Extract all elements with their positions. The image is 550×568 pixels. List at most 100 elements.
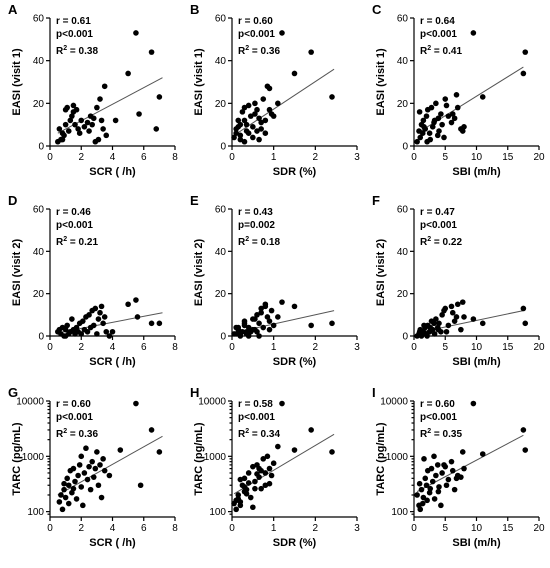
scatter-panel-g: G 0 2 4 6 8 100 1000 10000 SCR ( /h) TARC (pg/mL) r… [8, 385, 178, 549]
y-tick-label: 40 [33, 56, 45, 67]
y-tick-label: 20 [215, 289, 227, 300]
x-axis-label: SCR ( /h) [89, 356, 136, 368]
data-point [237, 502, 244, 509]
panel-label: A [8, 2, 18, 17]
x-axis-label: SBI (m/h) [452, 537, 501, 549]
data-point [233, 506, 239, 513]
data-point [520, 70, 527, 77]
y-tick-label: 0 [220, 142, 226, 153]
x-tick-label: 2 [313, 523, 319, 534]
stat-r-squared: R2 = 0.38 [56, 45, 98, 57]
data-point [308, 427, 314, 433]
data-point [291, 447, 298, 453]
data-point [103, 328, 110, 335]
data-point [421, 322, 427, 329]
stat-r: r = 0.46 [56, 207, 91, 218]
y-tick-label: 0 [38, 332, 44, 343]
data-point [247, 494, 254, 501]
data-point [421, 124, 427, 130]
x-axis-label: SBI (m/h) [452, 356, 501, 368]
stat-r: r = 0.61 [56, 16, 91, 27]
data-point [97, 309, 103, 316]
data-point [258, 119, 264, 126]
data-point [235, 496, 242, 502]
data-point [416, 109, 423, 115]
data-point [256, 320, 262, 327]
data-point [136, 111, 142, 117]
y-tick-label: 0 [402, 332, 408, 343]
stat-p: p<0.001 [238, 412, 275, 423]
data-point [443, 482, 450, 489]
panel-label: B [190, 2, 199, 17]
data-point [65, 128, 72, 134]
y-tick-label: 100 [391, 507, 408, 518]
data-point [470, 30, 477, 36]
stat-p: p<0.001 [238, 29, 275, 40]
y-tick-label: 60 [33, 14, 45, 25]
y-axis-label: TARC (pg/mL) [11, 422, 23, 495]
data-point [442, 96, 449, 102]
data-point [448, 303, 455, 310]
y-tick-label: 60 [215, 205, 227, 216]
data-point [424, 333, 430, 339]
data-point [89, 121, 95, 128]
x-tick-label: 3 [354, 523, 360, 534]
y-tick-label: 1000 [22, 452, 45, 463]
data-point [61, 480, 67, 487]
x-tick-label: 4 [110, 152, 116, 163]
data-point [262, 117, 269, 124]
data-point [94, 331, 100, 337]
data-point [235, 324, 242, 331]
data-point [428, 465, 435, 472]
data-point [449, 111, 456, 117]
x-tick-label: 6 [141, 152, 147, 163]
y-tick-label: 20 [33, 99, 45, 110]
data-point [260, 96, 267, 102]
data-point [421, 456, 427, 462]
data-point [64, 475, 70, 482]
data-point [279, 400, 285, 407]
data-point [254, 312, 260, 318]
data-point [125, 301, 131, 308]
data-point [90, 115, 97, 122]
scatter-panel-b: B 0 1 2 3 0 20 40 60 SDR (%) EASI (visit 1) r = 0.6… [190, 2, 360, 178]
x-axis-label: SDR (%) [273, 166, 317, 178]
data-point [254, 471, 260, 477]
data-point [241, 320, 248, 327]
data-point [61, 132, 67, 139]
data-point [268, 307, 275, 314]
data-point [279, 299, 285, 305]
stat-p: p<0.001 [420, 412, 457, 423]
data-point [250, 326, 256, 333]
x-tick-label: 2 [78, 152, 84, 163]
data-point [418, 486, 425, 493]
data-point [458, 326, 464, 333]
data-point [419, 130, 426, 136]
data-point [470, 316, 477, 322]
data-point [454, 104, 461, 111]
data-point [95, 482, 102, 489]
data-point [522, 320, 529, 327]
data-point [266, 465, 273, 472]
data-point [56, 126, 63, 132]
data-point [133, 297, 139, 303]
data-point [438, 111, 444, 117]
data-point [62, 106, 69, 113]
data-point [103, 132, 110, 139]
data-point [90, 322, 97, 329]
stat-p: p<0.001 [56, 29, 93, 40]
scatter-panel-d: D 0 2 4 6 8 0 20 40 60 SCR ( /h) EASI (visit 2) r = … [8, 193, 178, 368]
y-tick-label: 100 [209, 507, 226, 518]
data-point [148, 320, 155, 327]
stat-r: r = 0.60 [56, 399, 91, 410]
data-point [264, 453, 271, 460]
data-point [262, 301, 269, 308]
data-point [453, 314, 460, 320]
data-point [423, 482, 430, 489]
data-point [98, 494, 105, 501]
data-point [133, 400, 139, 407]
x-axis-label: SDR (%) [273, 537, 317, 549]
data-point [417, 134, 424, 141]
y-axis-label: TARC (pg/mL) [375, 422, 387, 495]
